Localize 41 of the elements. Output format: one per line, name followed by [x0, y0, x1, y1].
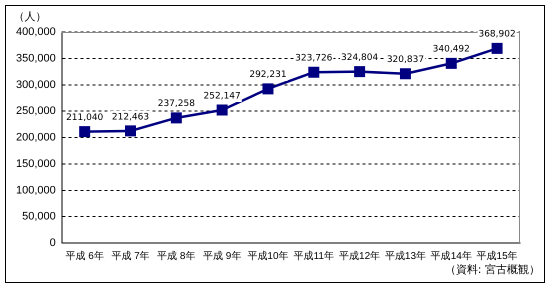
point [446, 58, 457, 69]
data-label: 212,463 [112, 112, 150, 122]
y-tick-label: 200,000 [16, 132, 56, 144]
y-tick-label: 300,000 [16, 78, 56, 91]
data-label: 252,147 [204, 91, 241, 102]
data-label: 237,258 [158, 99, 196, 110]
point [354, 66, 366, 78]
y-tick-label: 400,000 [16, 26, 56, 38]
point [262, 83, 274, 94]
y-tick-label: 250,000 [16, 105, 56, 118]
x-tick-label: 平成 8年 [157, 250, 196, 262]
data-label: 320,837 [386, 55, 424, 66]
x-tick-label: 平成15年 [476, 250, 518, 262]
point [79, 126, 90, 138]
y-tick-label: 150,000 [16, 158, 56, 170]
x-tick-label: 平成12年 [339, 250, 380, 262]
x-tick-label: 平成11年 [294, 250, 334, 262]
x-tick-label: 平成14年 [430, 250, 472, 262]
point [400, 68, 411, 80]
x-tick-label: 平成 7年 [111, 250, 150, 262]
point [308, 66, 320, 78]
y-axis-title: （人） [14, 10, 46, 23]
x-tick-label: 平成10年 [247, 250, 289, 262]
data-label: 211,040 [66, 113, 104, 124]
x-tick-label: 平成13年 [384, 250, 426, 262]
data-label: 323,726 [295, 54, 333, 64]
x-tick-label: 平成 9年 [202, 250, 242, 262]
text: （資料: 宮古概観） [444, 262, 540, 277]
y-tick-label: 0 [50, 237, 56, 250]
data-label: 292,231 [249, 70, 287, 80]
point [492, 42, 503, 54]
data-label: 340,492 [432, 44, 470, 55]
y-tick-label: 50,000 [22, 210, 56, 223]
x-tick-label: 平成 6年 [66, 250, 104, 262]
y-tick-label: 350,000 [16, 52, 56, 64]
data-label: 324,804 [341, 53, 378, 64]
data-label: 368,902 [478, 30, 516, 40]
point [125, 125, 136, 136]
point [216, 104, 228, 116]
y-tick-label: 100,000 [16, 184, 56, 196]
point [170, 112, 182, 124]
